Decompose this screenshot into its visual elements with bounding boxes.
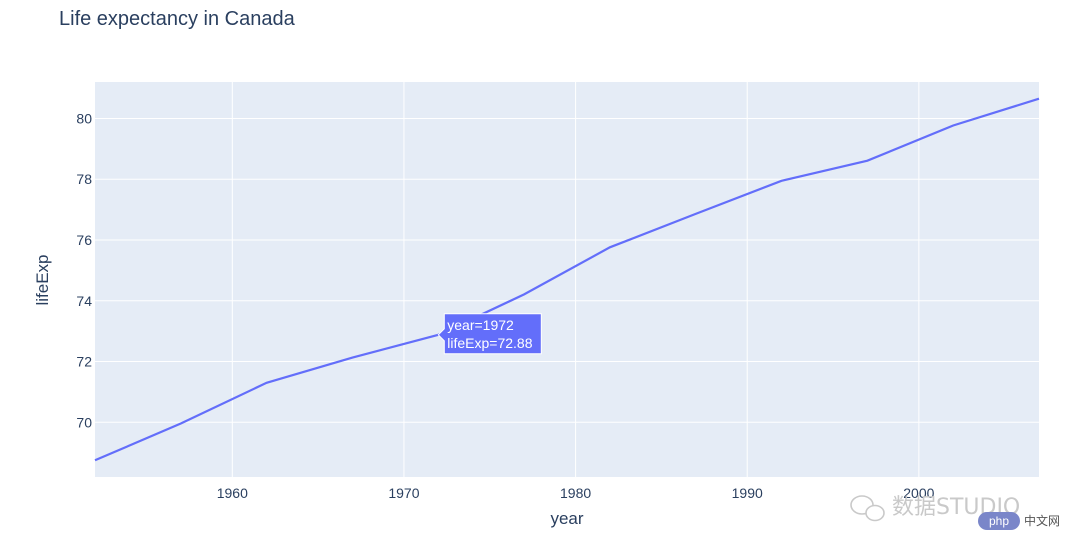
hover-year-label: year=1972: [447, 317, 514, 333]
gridlines: [95, 82, 1039, 477]
hover-lifeexp-label: lifeExp=72.88: [447, 335, 532, 351]
y-tick-label: 74: [76, 293, 92, 309]
x-tick-label: 2000: [903, 485, 934, 501]
x-tick-label: 1990: [732, 485, 763, 501]
y-tick-label: 78: [76, 171, 92, 187]
y-tick-label: 72: [76, 354, 92, 370]
x-tick-label: 1970: [388, 485, 419, 501]
y-tick-label: 70: [76, 414, 92, 430]
x-tick-label: 1960: [217, 485, 248, 501]
y-tick-label: 76: [76, 232, 92, 248]
php-badge: [978, 512, 1020, 530]
chart-title: Life expectancy in Canada: [59, 8, 296, 30]
hover-tooltip: year=1972 lifeExp=72.88: [437, 313, 542, 355]
hover-box: [437, 313, 542, 355]
plot-area[interactable]: [95, 82, 1039, 477]
wechat-icon: [850, 495, 885, 522]
y-tick-labels: 70 72 74 76 78 80: [76, 110, 92, 430]
php-badge-label: php: [989, 514, 1009, 528]
watermark: 数据STUDIO php 中文网: [850, 495, 1060, 530]
x-tick-label: 1980: [560, 485, 591, 501]
site-label: 中文网: [1024, 513, 1060, 528]
x-tick-labels: 1960 1970 1980 1990 2000: [217, 485, 935, 501]
x-axis-title: year: [550, 509, 583, 528]
series-line[interactable]: [94, 97, 1040, 462]
y-tick-label: 80: [76, 110, 92, 126]
y-axis-title: lifeExp: [33, 254, 52, 305]
